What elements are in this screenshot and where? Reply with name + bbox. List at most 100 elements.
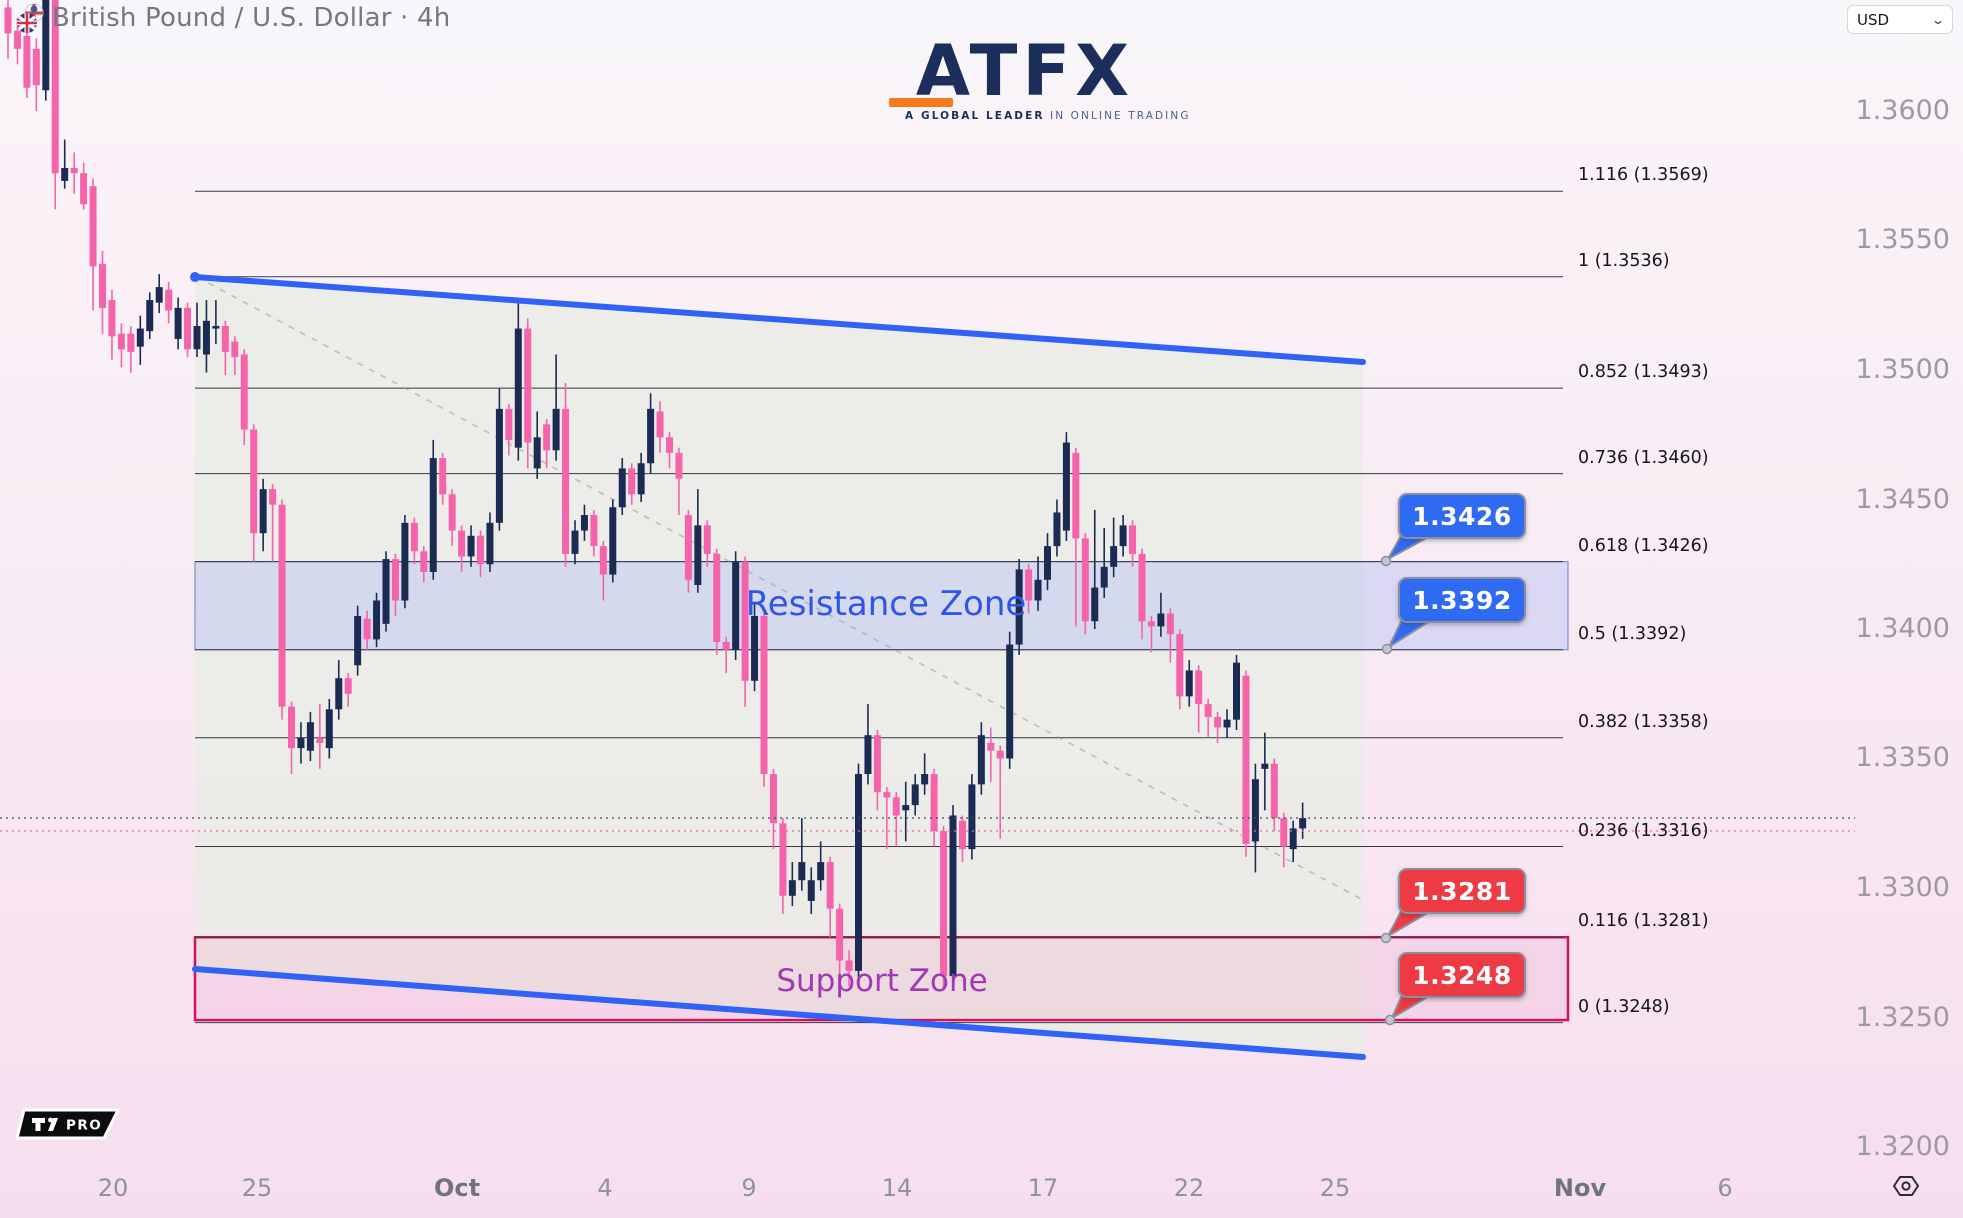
candle-body [316, 737, 324, 743]
atfx-logo-orange-bar [889, 98, 953, 107]
candle-body [108, 300, 116, 337]
candle-body [127, 333, 135, 352]
candle-body [609, 507, 617, 575]
fib-label-0.236: 0.236 (1.3316) [1578, 820, 1709, 841]
candle-body [930, 774, 938, 832]
candle-body [146, 300, 154, 332]
candle-body [1157, 613, 1165, 627]
fib-label-1.116: 1.116 (1.3569) [1578, 165, 1709, 186]
candle-body [647, 408, 655, 464]
candle-body [278, 504, 286, 707]
price-scale-label: 1.3300 [1855, 872, 1950, 903]
gbpusd-flag-icon [10, 2, 44, 34]
candle-body [713, 553, 721, 642]
callout-anchor-dot [1384, 1014, 1396, 1026]
candle-body [1110, 546, 1118, 567]
lower-trendline[interactable] [192, 966, 1366, 1060]
candle-body [269, 489, 277, 505]
currency-dropdown[interactable]: USD ⌄ [1847, 5, 1953, 34]
candle-body [448, 494, 456, 531]
candle-body [769, 774, 777, 824]
candle-body [1091, 587, 1099, 622]
atfx-logo-tagline: A GLOBAL LEADER IN ONLINE TRADING [905, 110, 1191, 122]
price-callout-13426[interactable]: 1.3426 [1398, 493, 1526, 539]
candle-body [1233, 662, 1240, 720]
symbol-header: British Pound / U.S. Dollar · 4h [10, 2, 450, 34]
candle-body [1214, 717, 1222, 728]
candle-body [1015, 569, 1023, 645]
candle-body [89, 186, 97, 267]
candle-body [1129, 525, 1137, 554]
tradingview-pro-badge[interactable]: PRO [14, 1108, 124, 1144]
currency-dropdown-value: USD [1857, 10, 1890, 29]
candle-body [306, 722, 314, 751]
candle-body [836, 908, 844, 961]
candle-body [1270, 763, 1278, 819]
upper-trendline[interactable] [192, 274, 1366, 365]
candle-body [940, 831, 948, 977]
eye-icon[interactable] [1889, 1172, 1923, 1204]
fib-label-0.5: 0.5 (1.3392) [1578, 623, 1687, 644]
candle-body [1044, 546, 1051, 580]
candle-body [1251, 779, 1259, 842]
candle-body [401, 522, 409, 601]
candle-body [61, 167, 69, 181]
candle-body [1138, 553, 1146, 622]
pro-badge-text: PRO [66, 1118, 102, 1134]
candle-body [977, 735, 985, 785]
candle-body [571, 530, 579, 554]
candle-body [873, 735, 881, 793]
time-scale-label: Oct [433, 1174, 481, 1202]
candle-body [13, 30, 21, 49]
candle-body [590, 515, 598, 547]
candle-body [495, 408, 503, 523]
candle-body [325, 709, 333, 749]
candle-body [1185, 670, 1193, 697]
price-callout-13392[interactable]: 1.3392 [1398, 577, 1526, 623]
support-zone-label: Support Zone [776, 963, 988, 999]
fib-label-0.618: 0.618 (1.3426) [1578, 535, 1709, 556]
candle-body [552, 408, 560, 451]
price-scale-label: 1.3400 [1855, 613, 1950, 644]
candle-body [382, 559, 390, 624]
candle-body [202, 320, 210, 355]
candle-body [1289, 828, 1297, 850]
candle-body [921, 774, 929, 785]
candle-body [250, 429, 258, 534]
candle-body [760, 616, 768, 775]
candle-body [117, 333, 125, 350]
price-callout-13281[interactable]: 1.3281 [1398, 868, 1526, 914]
trendline-anchor-dot [190, 272, 200, 282]
candle-body [165, 289, 173, 311]
candle-body [1147, 621, 1155, 627]
candle-body [855, 774, 862, 971]
candle-body [656, 411, 664, 438]
candle-body [1100, 566, 1108, 588]
candle-body [798, 862, 806, 881]
candle-body [741, 561, 749, 681]
candle-body [1025, 569, 1033, 601]
candle-body [477, 535, 484, 565]
candle-body [684, 515, 692, 580]
candle-body [1053, 512, 1061, 547]
time-scale-label: 6 [1717, 1174, 1733, 1202]
candle-body [429, 458, 437, 573]
candle-body [1242, 675, 1250, 844]
candle-body [410, 522, 418, 552]
time-scale-label: 25 [241, 1174, 273, 1202]
candle-body [533, 437, 541, 469]
candle-body [864, 735, 872, 775]
candle-body [184, 307, 192, 350]
resistance-zone-label: Resistance Zone [745, 584, 1027, 624]
candle-body [883, 792, 891, 798]
candle-body [1280, 818, 1288, 847]
candle-body [259, 489, 267, 534]
candle-body [807, 880, 815, 901]
fib-label-0.852: 0.852 (1.3493) [1578, 362, 1709, 383]
price-scale-label: 1.3250 [1855, 1002, 1950, 1033]
time-scale-label: 9 [741, 1174, 757, 1202]
candle-body [1176, 634, 1184, 697]
price-scale-label: 1.3550 [1855, 224, 1950, 255]
price-callout-13248[interactable]: 1.3248 [1398, 952, 1526, 998]
